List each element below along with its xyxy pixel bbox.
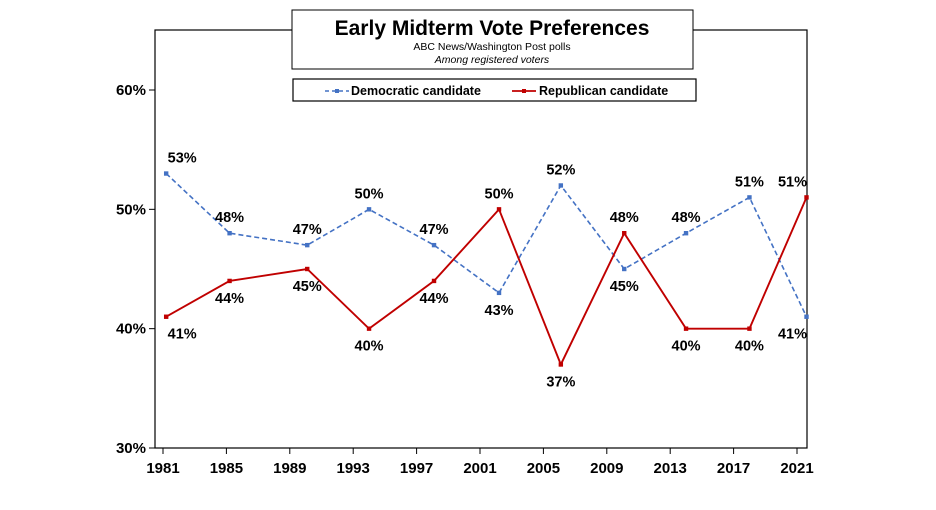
data-labels: 53% 48% 47% 50% 47% 43% 52% 45% 48% 51% 41% 41% 44% 4…	[168, 151, 807, 391]
x-tick-label: 1993	[337, 460, 370, 477]
democratic-point	[163, 171, 169, 176]
republican-data-label: 41%	[168, 327, 197, 343]
axis-ticks: 1981 1985 1989 1993 1997 2001 2005 2009 2013 2017…	[116, 82, 814, 477]
legend-democratic-marker	[335, 89, 339, 93]
republican-point	[747, 326, 752, 331]
chart-title: Early Midterm Vote Preferences	[335, 17, 650, 40]
democratic-point	[622, 266, 627, 272]
y-tick-label: 40%	[116, 321, 146, 338]
republican-data-label: 50%	[485, 186, 514, 202]
legend: Democratic candidate Republican candidat…	[292, 78, 697, 102]
x-tick-label: 2013	[654, 460, 687, 477]
democratic-point	[227, 231, 232, 236]
chart-subtitle: ABC News/Washington Post polls	[413, 41, 570, 53]
y-tick-label: 30%	[116, 440, 146, 457]
democratic-point	[804, 314, 809, 319]
x-tick-label: 2001	[463, 460, 496, 477]
republican-data-label: 37%	[546, 374, 575, 390]
republican-point	[305, 266, 310, 272]
democratic-data-label: 47%	[293, 222, 322, 238]
series-lines	[163, 171, 809, 367]
republican-point	[227, 278, 232, 284]
republican-data-label: 45%	[293, 279, 322, 295]
republican-point	[366, 326, 372, 331]
x-tick-label: 1985	[210, 460, 243, 477]
democratic-point	[558, 183, 564, 188]
legend-democratic-label: Democratic candidate	[351, 84, 481, 98]
republican-point	[804, 195, 809, 200]
democratic-data-label: 43%	[485, 303, 514, 319]
title-block: Early Midterm Vote Preferences ABC News/…	[291, 9, 694, 70]
republican-data-label: 51%	[778, 174, 807, 190]
republican-point	[558, 362, 564, 367]
y-tick-label: 60%	[116, 82, 146, 99]
republican-data-label: 48%	[610, 210, 639, 226]
republican-data-label: 44%	[215, 291, 244, 307]
republican-data-label: 40%	[672, 339, 701, 355]
democratic-data-label: 47%	[420, 222, 449, 238]
x-tick-label: 2017	[717, 460, 750, 477]
democratic-data-label: 48%	[672, 210, 701, 226]
republican-line	[165, 197, 808, 367]
democratic-data-label: 51%	[735, 174, 764, 190]
x-tick-label: 2005	[527, 460, 560, 477]
democratic-data-label: 48%	[215, 210, 244, 226]
republican-data-label: 40%	[735, 339, 764, 355]
y-tick-label: 50%	[116, 201, 146, 218]
legend-republican-label: Republican candidate	[539, 84, 668, 98]
republican-point	[496, 207, 502, 212]
democratic-point	[747, 195, 752, 200]
republican-point	[683, 326, 689, 331]
democratic-point	[431, 242, 437, 248]
democratic-line	[165, 172, 808, 318]
x-tick-label: 1997	[400, 460, 433, 477]
republican-point	[622, 231, 627, 236]
democratic-data-label: 41%	[778, 327, 807, 343]
democratic-data-label: 53%	[168, 151, 197, 167]
x-tick-label: 2021	[780, 460, 813, 477]
republican-point	[431, 278, 437, 284]
x-tick-label: 2009	[590, 460, 623, 477]
democratic-data-label: 52%	[546, 162, 575, 178]
democratic-data-label: 45%	[610, 279, 639, 295]
democratic-point	[683, 231, 689, 236]
republican-data-label: 44%	[420, 291, 449, 307]
x-tick-label: 1981	[146, 460, 179, 477]
legend-republican-marker	[522, 89, 526, 93]
republican-data-label: 40%	[355, 339, 384, 355]
legend-box	[292, 78, 697, 102]
republican-point	[163, 314, 169, 319]
x-tick-label: 1989	[273, 460, 306, 477]
democratic-point	[366, 207, 372, 212]
democratic-point	[305, 242, 310, 248]
chart-subtitle-2: Among registered voters	[434, 54, 550, 66]
title-box	[291, 9, 694, 70]
democratic-point	[496, 290, 502, 296]
democratic-data-label: 50%	[355, 186, 384, 202]
